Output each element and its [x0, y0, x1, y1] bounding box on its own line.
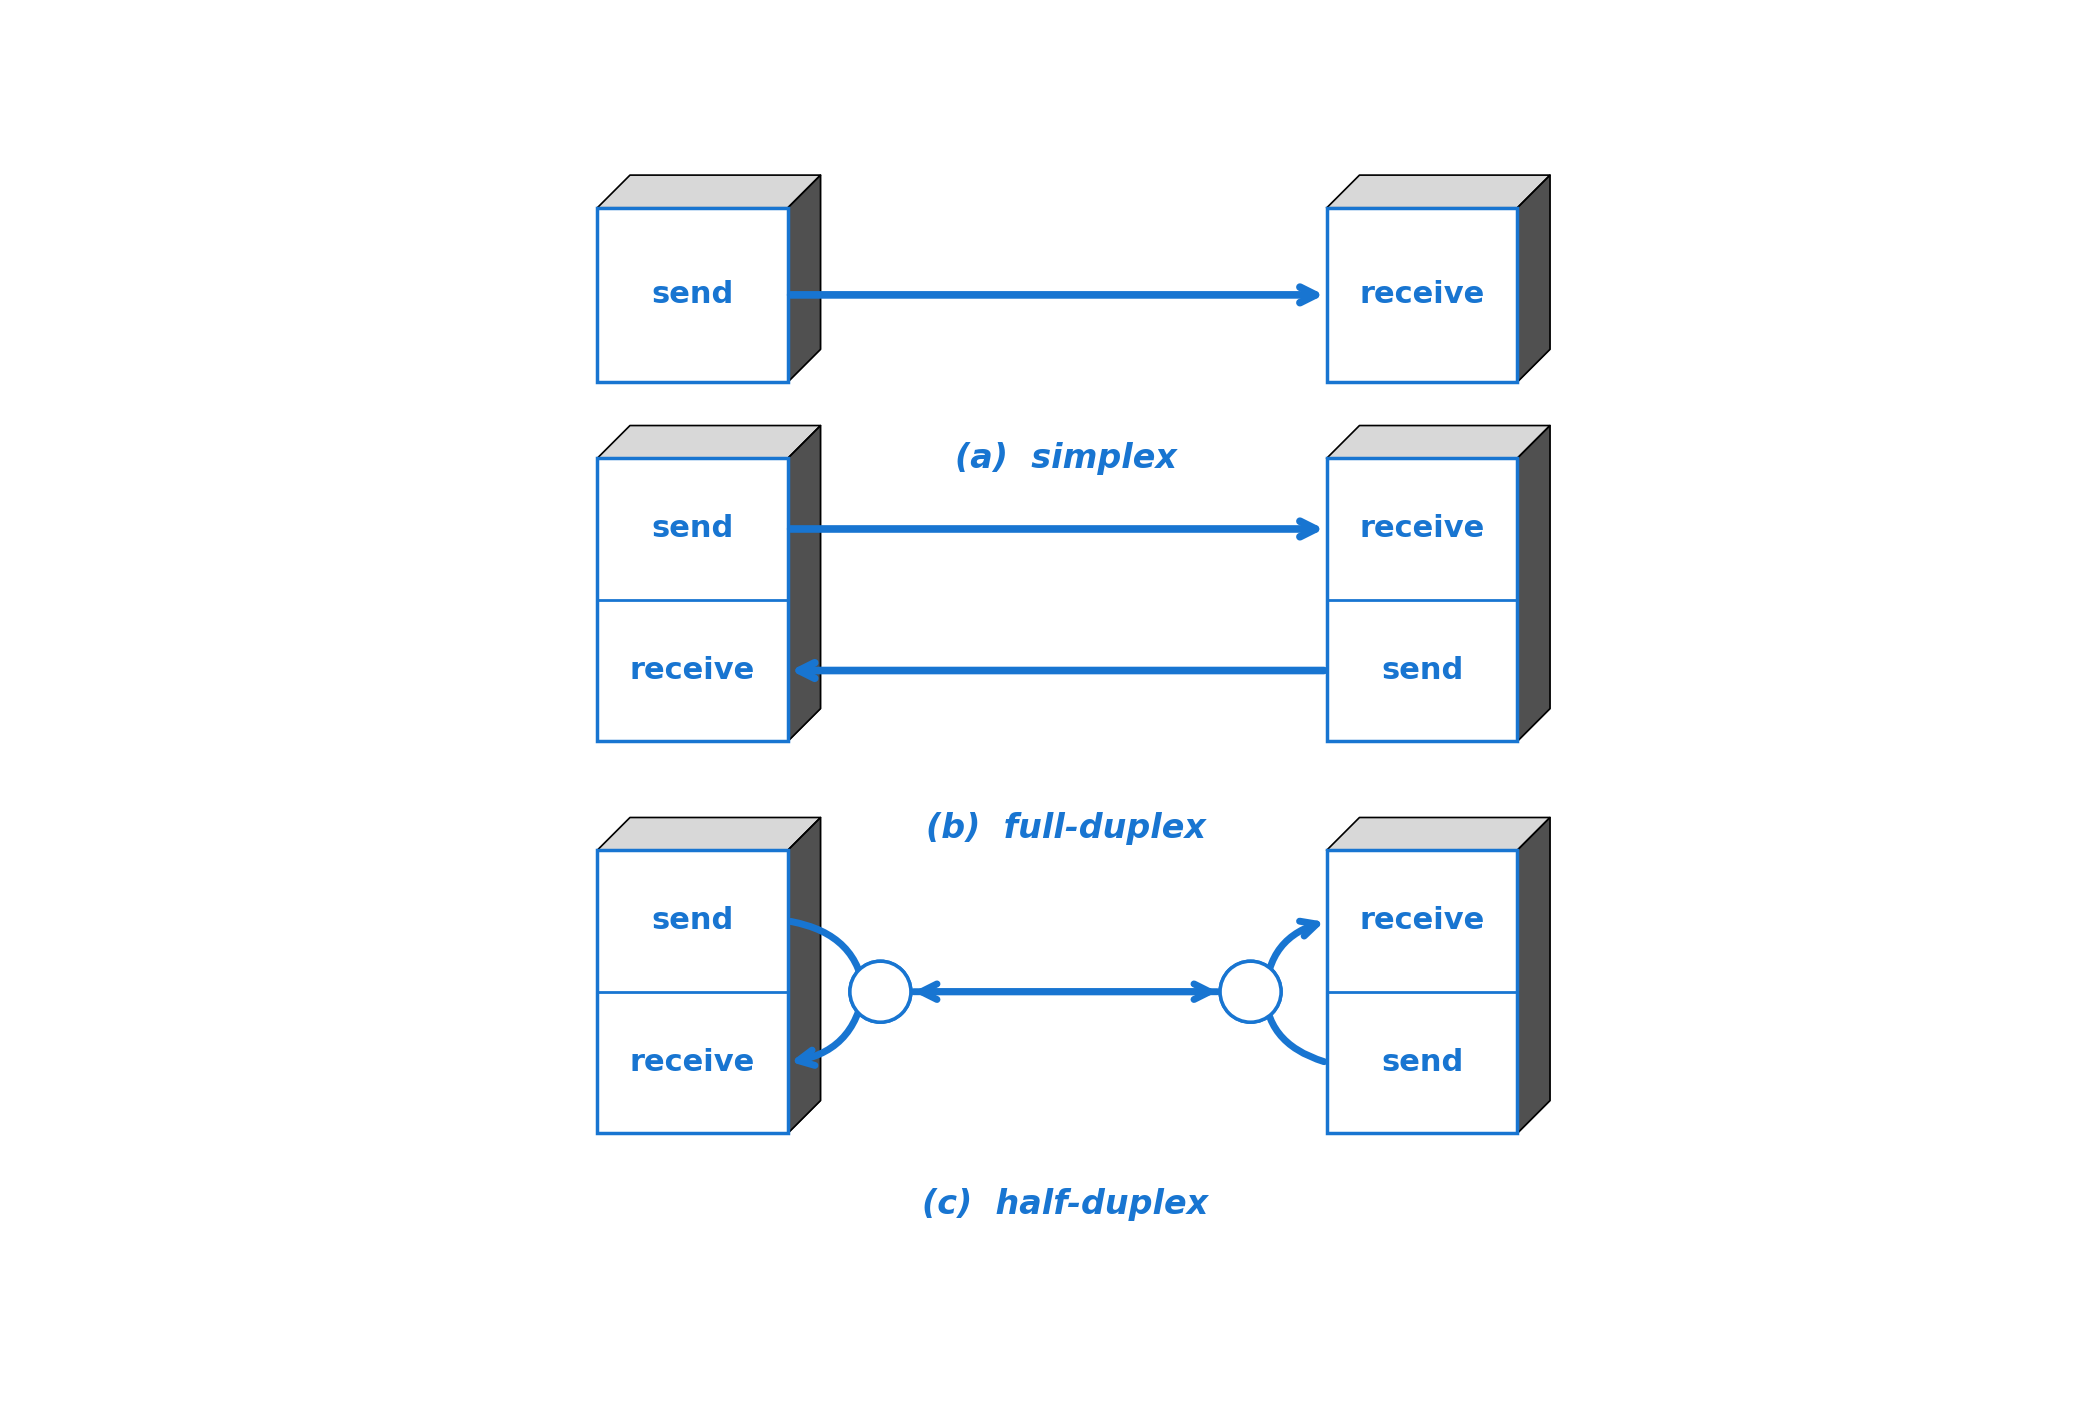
Text: (b)  full-duplex: (b) full-duplex — [925, 812, 1206, 846]
Polygon shape — [788, 426, 821, 741]
Polygon shape — [1326, 175, 1551, 208]
Circle shape — [850, 962, 911, 1022]
Text: receive: receive — [1360, 515, 1484, 543]
Text: receive: receive — [1360, 906, 1484, 936]
Text: send: send — [1380, 1048, 1464, 1077]
Text: receive: receive — [630, 656, 755, 684]
Circle shape — [850, 962, 911, 1022]
Text: send: send — [651, 515, 734, 543]
Text: send: send — [651, 280, 734, 310]
Polygon shape — [597, 817, 821, 850]
Text: send: send — [1380, 656, 1464, 684]
Text: receive: receive — [630, 1048, 755, 1077]
Text: (c)  half-duplex: (c) half-duplex — [923, 1188, 1208, 1220]
Bar — [1326, 208, 1518, 382]
Circle shape — [1220, 962, 1281, 1022]
Polygon shape — [1326, 817, 1551, 850]
Polygon shape — [597, 175, 821, 208]
Circle shape — [1220, 962, 1281, 1022]
Bar — [597, 850, 788, 1133]
Bar — [1326, 458, 1518, 741]
Polygon shape — [597, 426, 821, 458]
Polygon shape — [788, 175, 821, 382]
Polygon shape — [1518, 426, 1551, 741]
Polygon shape — [1518, 175, 1551, 382]
Polygon shape — [788, 817, 821, 1133]
Text: receive: receive — [1360, 280, 1484, 310]
Text: send: send — [651, 906, 734, 936]
Polygon shape — [1518, 817, 1551, 1133]
Bar — [597, 458, 788, 741]
Bar — [597, 208, 788, 382]
Text: (a)  simplex: (a) simplex — [954, 441, 1177, 475]
Polygon shape — [1326, 426, 1551, 458]
Bar — [1326, 850, 1518, 1133]
